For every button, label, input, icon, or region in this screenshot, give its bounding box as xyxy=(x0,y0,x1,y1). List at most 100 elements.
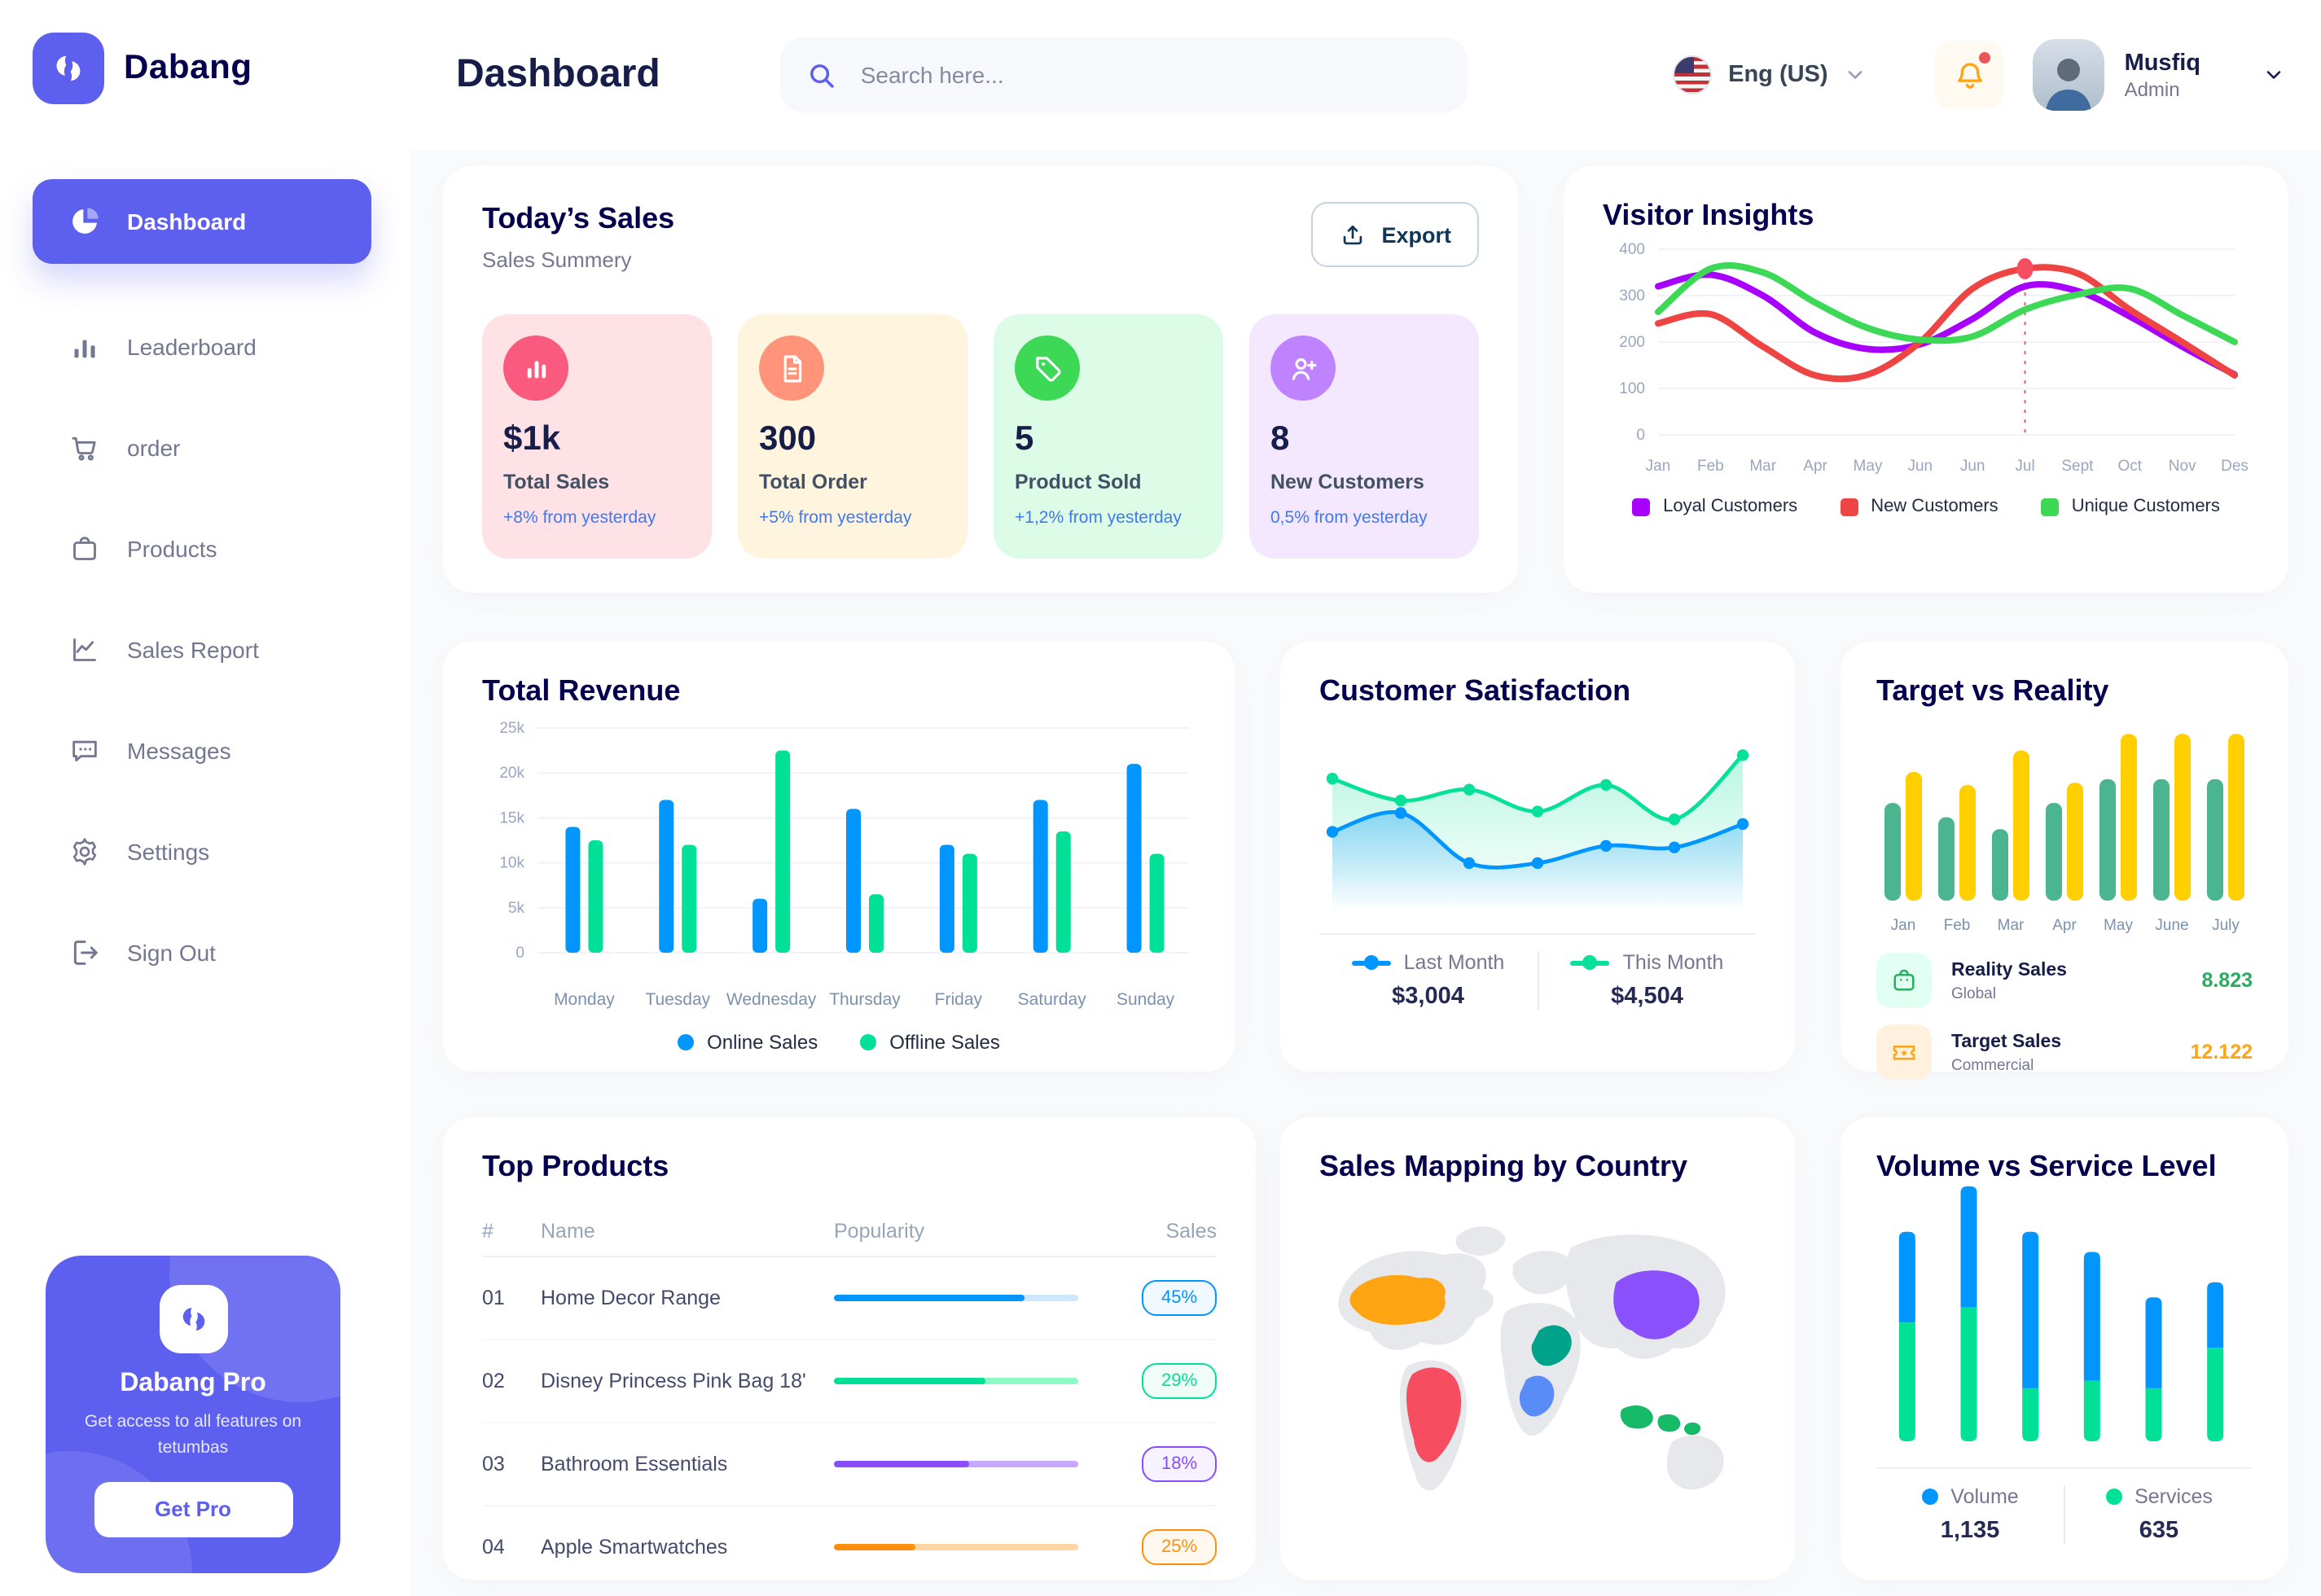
country-united-states[interactable] xyxy=(1349,1274,1446,1325)
product-row[interactable]: 03 Bathroom Essentials 18% xyxy=(482,1423,1217,1506)
svg-text:0: 0 xyxy=(516,945,524,962)
svg-text:Nov: Nov xyxy=(2169,458,2196,475)
todays-sales-subtitle: Sales Summery xyxy=(482,248,632,272)
total-revenue-card: Total Revenue 0 5k 10k 15k 20k 25k Monday Tuesd… xyxy=(443,642,1235,1072)
header: Dashboard Eng (US) xyxy=(410,0,2321,150)
volume-vs-service-legend: Volume 1,135 Services 635 xyxy=(1876,1485,2253,1544)
product-name: Bathroom Essentials xyxy=(541,1453,728,1475)
country-indonesia-3[interactable] xyxy=(1684,1422,1701,1436)
notifications-button[interactable] xyxy=(1935,41,2004,109)
popularity-bar xyxy=(834,1295,1078,1301)
stat-card-total-sales[interactable]: $1k Total Sales +8% from yesterday xyxy=(482,314,712,559)
sidebar-item-messages[interactable]: Messages xyxy=(33,713,371,788)
volume-vs-service-title: Volume vs Service Level xyxy=(1876,1150,2217,1182)
svg-text:Thursday: Thursday xyxy=(829,990,901,1009)
product-row[interactable]: 04 Apple Smartwatches 25% xyxy=(482,1506,1217,1588)
svg-text:Feb: Feb xyxy=(1697,458,1724,475)
stat-value: $1k xyxy=(503,420,561,458)
search-box[interactable] xyxy=(780,37,1468,112)
sidebar-item-leaderboard[interactable]: Leaderboard xyxy=(33,309,371,384)
sidebar-item-sign-out[interactable]: Sign Out xyxy=(33,915,371,990)
sidebar-nav: Dashboard Leaderboard order Products Sales R… xyxy=(0,104,410,1016)
col-num: # xyxy=(482,1220,494,1243)
legend-label: Offline Sales xyxy=(889,1031,1000,1054)
dashboard-pie-icon xyxy=(68,205,101,238)
country-indonesia-2[interactable] xyxy=(1657,1414,1681,1432)
total-revenue-title: Total Revenue xyxy=(482,674,681,707)
svg-text:Tuesday: Tuesday xyxy=(645,990,710,1009)
user-name: Musfiq xyxy=(2124,50,2200,77)
sidebar-item-products[interactable]: Products xyxy=(33,511,371,586)
volume-vs-service-card: Volume vs Service Level Volume 1,135 Servi… xyxy=(1841,1117,2288,1580)
svg-text:Jan: Jan xyxy=(1891,917,1916,934)
sidebar-item-order[interactable]: order xyxy=(33,410,371,485)
stat-tag-icon xyxy=(1015,335,1080,401)
legend-divider xyxy=(1537,951,1538,1010)
legend-label: Unique Customers xyxy=(2071,497,2220,516)
country-indonesia-1[interactable] xyxy=(1620,1405,1653,1429)
stat-card-total-order[interactable]: 300 Total Order +5% from yesterday xyxy=(738,314,967,559)
sidebar-item-sales-report[interactable]: Sales Report xyxy=(33,612,371,687)
country-dr-congo[interactable] xyxy=(1519,1375,1555,1417)
export-button[interactable]: Export xyxy=(1311,202,1479,267)
country-saudi-arabia[interactable] xyxy=(1531,1325,1572,1366)
sales-badge: 25% xyxy=(1142,1529,1217,1565)
legend-scope: Global xyxy=(1951,984,1996,1003)
legend-scope: Commercial xyxy=(1951,1056,2034,1075)
language-selector[interactable]: Eng (US) xyxy=(1673,55,1867,94)
main-content: Today’s Sales Sales Summery Export $1k To… xyxy=(410,150,2321,1596)
stat-value: 300 xyxy=(759,420,817,458)
divider xyxy=(1319,933,1756,935)
sidebar-item-label: Dashboard xyxy=(127,208,247,235)
top-products-title: Top Products xyxy=(482,1150,669,1182)
stat-delta: +8% from yesterday xyxy=(503,508,656,528)
country-brazil[interactable] xyxy=(1406,1367,1462,1462)
svg-text:100: 100 xyxy=(1619,380,1645,397)
notification-dot xyxy=(1979,52,1991,64)
svg-text:Oct: Oct xyxy=(2117,458,2142,475)
legend-name: Reality Sales xyxy=(1951,961,2067,981)
legend-swatch xyxy=(1632,498,1651,515)
line-chart-icon xyxy=(68,634,101,666)
ticket-orange-icon xyxy=(1876,1024,1932,1080)
product-row[interactable]: 01 Home Decor Range 45% xyxy=(482,1257,1217,1340)
visitor-insights-card: Visitor Insights 0 100 200 300 400 Jan Feb Mar A… xyxy=(1564,166,2288,593)
pro-title: Dabang Pro xyxy=(120,1370,266,1397)
leaderboard-bars-icon xyxy=(68,331,101,363)
svg-text:Jun: Jun xyxy=(1960,458,1985,475)
svg-text:Monday: Monday xyxy=(554,990,615,1009)
product-num: 03 xyxy=(482,1453,505,1475)
legend-services: Services 635 xyxy=(2065,1485,2253,1544)
search-input[interactable] xyxy=(857,60,1442,90)
top-products-rows: 01 Home Decor Range 45% 02 Disney Princess P… xyxy=(482,1257,1217,1588)
stat-card-new-customers[interactable]: 8 New Customers 0,5% from yesterday xyxy=(1249,314,1479,559)
legend-swatch xyxy=(2040,498,2059,515)
message-icon xyxy=(68,734,101,767)
country-china[interactable] xyxy=(1613,1270,1700,1340)
gear-icon xyxy=(68,835,101,868)
legend-reality-sales: Reality Sales Global 8.823 xyxy=(1876,953,2253,1008)
legend-unique-customers: Unique Customers xyxy=(2040,497,2220,516)
legend-last-month: Last Month $3,004 xyxy=(1319,951,1537,1010)
sales-mapping-title: Sales Mapping by Country xyxy=(1319,1150,1688,1182)
chevron-down-icon xyxy=(2262,64,2285,86)
total-revenue-legend: Online Sales Offline Sales xyxy=(482,1031,1196,1054)
get-pro-button[interactable]: Get Pro xyxy=(94,1481,292,1537)
user-menu[interactable]: Musfiq Admin xyxy=(2033,39,2285,111)
product-row[interactable]: 02 Disney Princess Pink Bag 18' 29% xyxy=(482,1340,1217,1423)
top-products-header: # Name Popularity Sales xyxy=(482,1207,1217,1257)
col-name: Name xyxy=(541,1220,595,1243)
sidebar-item-dashboard[interactable]: Dashboard xyxy=(33,179,371,264)
sidebar-item-settings[interactable]: Settings xyxy=(33,814,371,889)
sidebar-item-label: Products xyxy=(127,536,217,562)
stat-card-product-sold[interactable]: 5 Product Sold +1,2% from yesterday xyxy=(994,314,1223,559)
todays-sales-title: Today’s Sales xyxy=(482,202,675,235)
product-name: Disney Princess Pink Bag 18' xyxy=(541,1370,806,1392)
svg-text:Sunday: Sunday xyxy=(1117,990,1175,1009)
brand[interactable]: Dabang xyxy=(0,0,410,104)
legend-swatch xyxy=(1840,498,1858,515)
volume-vs-service-chart xyxy=(1876,1184,2253,1458)
export-icon xyxy=(1339,221,1367,248)
total-revenue-chart: 0 5k 10k 15k 20k 25k Monday Tuesday Wednesday Thu… xyxy=(482,708,1196,1015)
customer-satisfaction-card: Customer Satisfaction Last Month $3,004 Th… xyxy=(1280,642,1795,1072)
